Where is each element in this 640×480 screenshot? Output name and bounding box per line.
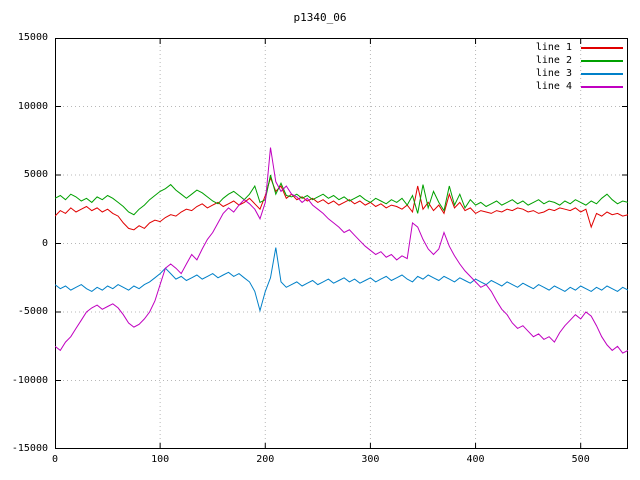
legend-line-sample: [581, 59, 623, 62]
legend-line-sample: [581, 85, 623, 88]
x-tick-label: 500: [571, 454, 590, 465]
legend-item: line 1: [536, 41, 623, 54]
y-tick-label: 10000: [17, 100, 48, 112]
plot-svg: [55, 38, 628, 449]
chart-title: p1340_06: [293, 11, 347, 24]
y-tick-label: -5000: [17, 306, 48, 317]
legend-line-sample: [581, 46, 623, 49]
y-tick-label: 15000: [17, 32, 48, 43]
x-tick-label: 400: [466, 454, 485, 465]
series-line-4: [55, 147, 628, 354]
x-tick-label: 0: [51, 454, 59, 465]
x-tick-label: 100: [151, 454, 170, 465]
y-tick-label: 0: [41, 237, 48, 249]
legend-line-sample: [581, 72, 623, 75]
y-tick-label: 5000: [23, 169, 48, 180]
series-line-1: [55, 176, 628, 231]
series-line-2: [55, 174, 628, 216]
legend-label: line 4: [535, 81, 572, 92]
legend-item: line 4: [536, 80, 623, 93]
legend-item: line 3: [536, 67, 623, 80]
legend-label: line 3: [535, 68, 572, 79]
x-tick-label: 200: [256, 454, 275, 465]
legend: line 1 line 2 line 3 line 4: [536, 41, 623, 93]
legend-label: line 1: [535, 42, 572, 53]
y-tick-label: -10000: [11, 374, 48, 386]
y-tick-label: -15000: [11, 443, 48, 454]
legend-item: line 2: [536, 54, 623, 67]
series-line-3: [55, 247, 628, 313]
legend-label: line 2: [535, 55, 572, 66]
x-tick-label: 300: [361, 454, 380, 465]
